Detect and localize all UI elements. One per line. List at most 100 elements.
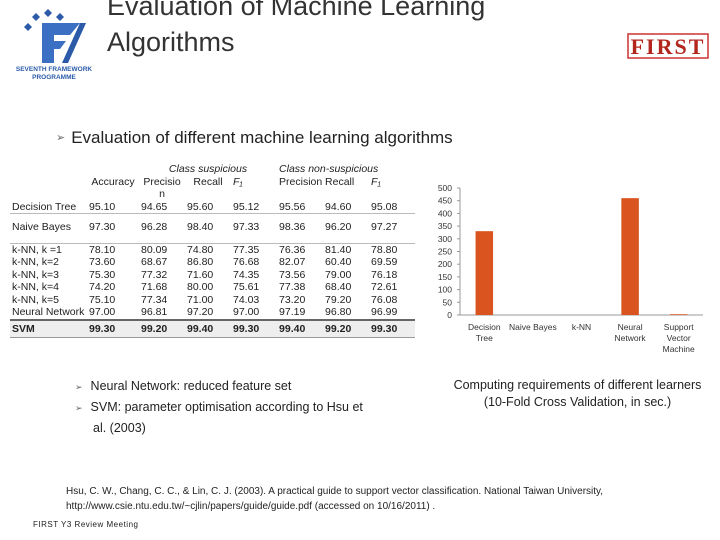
cell: 75.10 <box>89 293 116 306</box>
bar <box>621 198 639 315</box>
footer: FIRST Y3 Review Meeting <box>33 520 139 529</box>
cell: 71.68 <box>141 281 168 293</box>
cell: 82.07 <box>279 256 306 268</box>
cell: 98.36 <box>277 213 324 244</box>
table-row: Decision Tree 95.10 94.65 95.60 95.12 95.56 94… <box>10 200 416 214</box>
cell: 95.10 <box>87 200 139 214</box>
row-label: Decision Tree <box>10 200 87 214</box>
cell: 97.00 <box>231 306 278 320</box>
x-tick-label: Decision Tree <box>467 322 501 343</box>
column-header: F₁ <box>233 175 243 188</box>
cell: 76.18 <box>371 268 398 281</box>
slide-title: Evaluation of Machine Learning Algorithm… <box>107 0 485 60</box>
cell: 95.56 <box>277 200 324 214</box>
cell: 75.30 <box>89 268 116 281</box>
cell: 77.32 <box>141 268 168 281</box>
cell: 99.40 <box>277 318 324 338</box>
cell: 76.68 <box>233 256 260 268</box>
bar <box>475 231 494 315</box>
cell: 60.40 <box>325 256 352 268</box>
title-line: Evaluation of Machine Learning <box>107 0 486 21</box>
cell: 99.30 <box>87 318 139 338</box>
chart-caption: Computing requirements of different lear… <box>430 377 720 411</box>
cell: 76.36 <box>279 243 306 256</box>
cell: 74.20 <box>89 281 116 293</box>
y-tick-label: 50 <box>443 297 453 307</box>
y-tick-label: 0 <box>447 310 452 320</box>
cell: 81.40 <box>325 243 352 256</box>
cell: 74.35 <box>233 268 260 281</box>
group-header: Class suspicious <box>168 163 248 175</box>
y-tick-label: 500 <box>438 183 452 193</box>
y-tick-label: 300 <box>438 234 452 244</box>
cell: 95.60 <box>185 200 231 214</box>
cell: 75.61 <box>233 281 260 293</box>
column-header: F₁ <box>371 175 381 188</box>
cell: 73.56 <box>279 268 306 281</box>
column-header: Accuracy <box>91 175 135 188</box>
cell: 77.34 <box>141 293 168 306</box>
cell: 73.60 <box>89 256 116 268</box>
cell: 68.40 <box>325 281 352 293</box>
table-row: k-NN, k=3 75.30 77.32 71.60 74.35 73.56 79.00 7… <box>10 269 415 282</box>
cell: 96.20 <box>323 213 370 244</box>
cell: 98.40 <box>185 213 231 244</box>
logo-frame <box>627 33 709 59</box>
note: Neural Network: reduced feature set <box>75 376 375 397</box>
first-logo: FIRST <box>627 33 709 59</box>
cell: 99.30 <box>369 318 416 338</box>
cell: 77.35 <box>233 243 260 256</box>
cell: 97.20 <box>185 306 231 320</box>
row-label: k-NN, k=4 <box>12 281 59 293</box>
row-label: SVM <box>10 318 87 338</box>
column-header: Recall <box>325 175 355 188</box>
cell: 71.60 <box>187 268 214 281</box>
cell: 99.30 <box>231 318 278 338</box>
y-tick-label: 100 <box>438 285 452 295</box>
group-header: Class non-suspicious <box>279 163 379 175</box>
cell: 80.09 <box>141 243 168 256</box>
cell: 96.81 <box>139 306 185 320</box>
table-row: k-NN, k=2 73.60 68.67 86.80 76.68 82.07 60.40 6… <box>10 256 415 269</box>
cell: 79.20 <box>325 293 352 306</box>
cell: 76.08 <box>371 293 398 306</box>
note: SVM: parameter optimisation according to… <box>75 397 375 438</box>
cell: 97.33 <box>231 213 278 244</box>
cell: 74.03 <box>233 293 260 306</box>
cell: 96.28 <box>139 213 185 244</box>
cell: 71.00 <box>187 293 214 306</box>
bar <box>669 314 688 315</box>
caption-line: (10-Fold Cross Validation, in sec.) <box>483 395 672 409</box>
x-tick-label: Support Vector Machine <box>662 322 695 354</box>
results-table: Class suspicious Class non-suspicious Ac… <box>10 163 416 338</box>
y-tick-label: 450 <box>438 196 452 206</box>
cell: 86.80 <box>187 256 214 268</box>
y-tick-label: 400 <box>438 208 452 218</box>
logo-text: SEVENTH FRAMEWORK <box>16 66 93 73</box>
x-tick-label: Neural Network <box>614 322 646 343</box>
cell: 99.20 <box>323 318 370 338</box>
header-row: Accuracy Precision Recall F₁ Precision Recall… <box>10 176 415 201</box>
cell: 94.65 <box>139 200 185 214</box>
cell: 80.00 <box>187 281 214 293</box>
row-label: k-NN, k =1 <box>12 243 62 256</box>
cell: 77.38 <box>279 281 306 293</box>
fp7-logo: SEVENTH FRAMEWORK PROGRAMME <box>16 9 93 81</box>
y-tick-label: 250 <box>438 247 452 257</box>
cell: 74.80 <box>187 243 214 256</box>
notes: Neural Network: reduced feature set SVM:… <box>75 376 375 438</box>
cell: 97.30 <box>87 213 139 244</box>
table-row: SVM 99.30 99.20 99.40 99.30 99.40 99.20 99.30 <box>10 318 416 338</box>
cell: 99.40 <box>185 318 231 338</box>
column-header: Recall <box>193 175 223 188</box>
cell: 72.61 <box>371 281 398 293</box>
cell: 95.08 <box>369 200 416 214</box>
x-tick-label: Naive Bayes <box>509 322 557 332</box>
row-label: Naive Bayes <box>10 213 87 244</box>
caption-line: Computing requirements of different lear… <box>453 378 702 392</box>
logo-text: PROGRAMME <box>32 74 76 81</box>
row-label: k-NN, k=2 <box>12 256 59 268</box>
cell: 79.00 <box>325 268 352 281</box>
row-label: k-NN, k=3 <box>12 268 59 281</box>
table-row: k-NN, k=4 74.20 71.68 80.00 75.61 77.38 68.40 7… <box>10 281 415 294</box>
